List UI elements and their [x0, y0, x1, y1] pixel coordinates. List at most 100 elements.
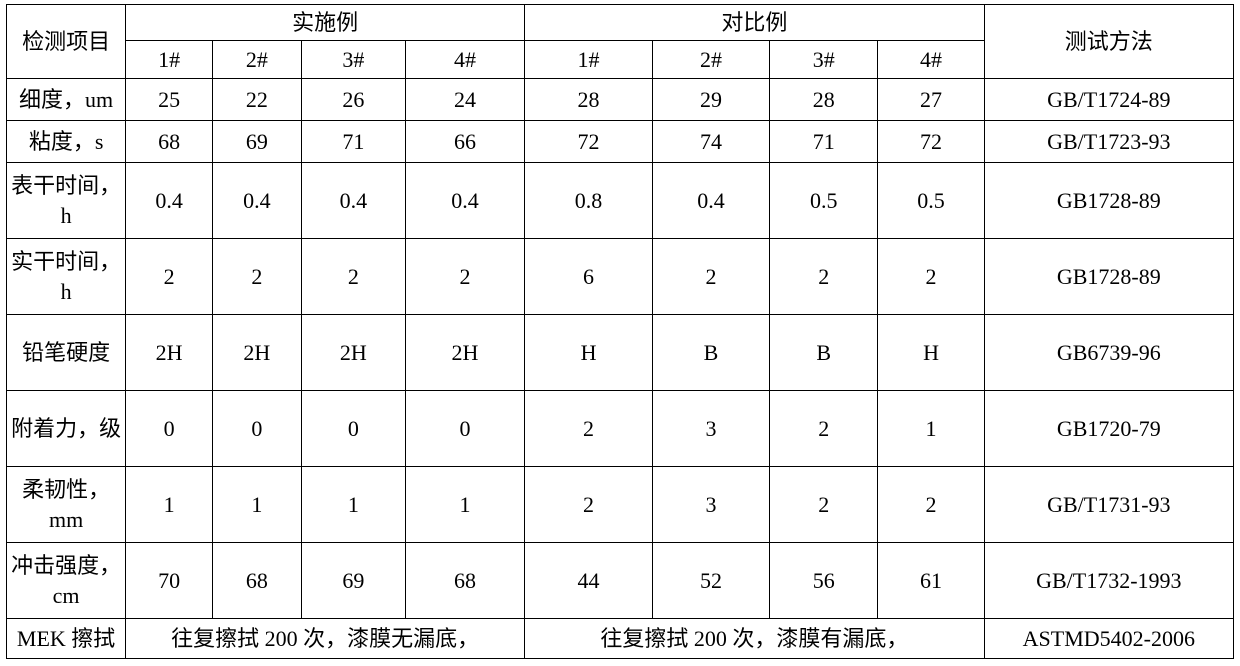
row-label: 表干时间，h — [7, 163, 126, 239]
cell: 2 — [525, 467, 653, 543]
header-sub-0: 1# — [126, 41, 213, 79]
table-container: 检测项目 实施例 对比例 测试方法 1#2#3#4#1#2#3#4# 细度，um… — [0, 0, 1240, 666]
cell: 52 — [652, 543, 769, 619]
cell: 0.4 — [301, 163, 405, 239]
cell: 71 — [301, 121, 405, 163]
cell: 2 — [770, 239, 878, 315]
method-cell: GB/T1731-93 — [984, 467, 1233, 543]
cell: 72 — [878, 121, 984, 163]
header-group-b: 对比例 — [525, 5, 985, 41]
cell: 0.5 — [770, 163, 878, 239]
cell: H — [525, 315, 653, 391]
footer-b: 往复擦拭 200 次，漆膜有漏底， — [525, 619, 985, 659]
cell: 72 — [525, 121, 653, 163]
cell: 69 — [212, 121, 301, 163]
cell: 2H — [126, 315, 213, 391]
table-row: 实干时间，h22226222GB1728-89 — [7, 239, 1234, 315]
cell: 1 — [126, 467, 213, 543]
row-label: 柔韧性，mm — [7, 467, 126, 543]
cell: 2H — [301, 315, 405, 391]
cell: 2 — [212, 239, 301, 315]
cell: 3 — [652, 467, 769, 543]
cell: 0 — [212, 391, 301, 467]
row-label: 实干时间，h — [7, 239, 126, 315]
method-cell: GB1728-89 — [984, 163, 1233, 239]
cell: 70 — [126, 543, 213, 619]
cell: 27 — [878, 79, 984, 121]
table-row: 粘度，s6869716672747172GB/T1723-93 — [7, 121, 1234, 163]
cell: 74 — [652, 121, 769, 163]
method-cell: GB/T1732-1993 — [984, 543, 1233, 619]
footer-a: 往复擦拭 200 次，漆膜无漏底， — [126, 619, 525, 659]
cell: 2H — [212, 315, 301, 391]
cell: 1 — [212, 467, 301, 543]
cell: 61 — [878, 543, 984, 619]
cell: 2 — [525, 391, 653, 467]
cell: 0.4 — [652, 163, 769, 239]
data-table: 检测项目 实施例 对比例 测试方法 1#2#3#4#1#2#3#4# 细度，um… — [6, 4, 1234, 659]
cell: 0 — [405, 391, 524, 467]
cell: 28 — [770, 79, 878, 121]
row-label: 粘度，s — [7, 121, 126, 163]
cell: 2 — [652, 239, 769, 315]
cell: 22 — [212, 79, 301, 121]
cell: 25 — [126, 79, 213, 121]
cell: 1 — [878, 391, 984, 467]
method-cell: GB6739-96 — [984, 315, 1233, 391]
cell: 28 — [525, 79, 653, 121]
header-sub-7: 4# — [878, 41, 984, 79]
cell: 2 — [301, 239, 405, 315]
cell: 44 — [525, 543, 653, 619]
method-cell: GB1728-89 — [984, 239, 1233, 315]
header-test-item: 检测项目 — [7, 5, 126, 79]
header-method: 测试方法 — [984, 5, 1233, 79]
table-row: 附着力，级00002321GB1720-79 — [7, 391, 1234, 467]
cell: B — [652, 315, 769, 391]
method-cell: GB1720-79 — [984, 391, 1233, 467]
header-sub-3: 4# — [405, 41, 524, 79]
row-label: 附着力，级 — [7, 391, 126, 467]
method-cell: GB/T1723-93 — [984, 121, 1233, 163]
cell: 2 — [878, 239, 984, 315]
row-label: 细度，um — [7, 79, 126, 121]
cell: 69 — [301, 543, 405, 619]
row-label: 铅笔硬度 — [7, 315, 126, 391]
cell: 6 — [525, 239, 653, 315]
cell: 0.4 — [126, 163, 213, 239]
cell: 68 — [405, 543, 524, 619]
cell: 68 — [212, 543, 301, 619]
row-label: 冲击强度，cm — [7, 543, 126, 619]
table-row: 表干时间，h0.40.40.40.40.80.40.50.5GB1728-89 — [7, 163, 1234, 239]
cell: 2 — [770, 467, 878, 543]
table-row-footer: MEK 擦拭往复擦拭 200 次，漆膜无漏底，往复擦拭 200 次，漆膜有漏底，… — [7, 619, 1234, 659]
cell: 0.5 — [878, 163, 984, 239]
cell: 29 — [652, 79, 769, 121]
header-sub-5: 2# — [652, 41, 769, 79]
header-sub-4: 1# — [525, 41, 653, 79]
cell: 3 — [652, 391, 769, 467]
table-row: 冲击强度，cm7068696844525661GB/T1732-1993 — [7, 543, 1234, 619]
cell: 71 — [770, 121, 878, 163]
footer-method: ASTMD5402-2006 — [984, 619, 1233, 659]
cell: 2H — [405, 315, 524, 391]
cell: 0 — [126, 391, 213, 467]
cell: 26 — [301, 79, 405, 121]
table-row: 铅笔硬度2H2H2H2HHBBHGB6739-96 — [7, 315, 1234, 391]
cell: 2 — [878, 467, 984, 543]
method-cell: GB/T1724-89 — [984, 79, 1233, 121]
cell: 24 — [405, 79, 524, 121]
cell: H — [878, 315, 984, 391]
cell: 0.8 — [525, 163, 653, 239]
cell: 2 — [405, 239, 524, 315]
cell: 0.4 — [405, 163, 524, 239]
footer-label: MEK 擦拭 — [7, 619, 126, 659]
cell: 56 — [770, 543, 878, 619]
header-group-a: 实施例 — [126, 5, 525, 41]
cell: 2 — [770, 391, 878, 467]
cell: 2 — [126, 239, 213, 315]
cell: 66 — [405, 121, 524, 163]
cell: B — [770, 315, 878, 391]
cell: 0 — [301, 391, 405, 467]
table-row: 细度，um2522262428292827GB/T1724-89 — [7, 79, 1234, 121]
table-row: 柔韧性，mm11112322GB/T1731-93 — [7, 467, 1234, 543]
